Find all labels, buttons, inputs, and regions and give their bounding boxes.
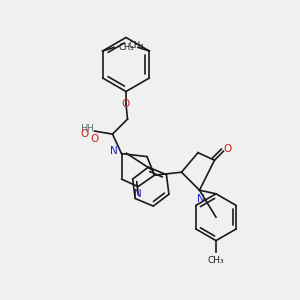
Text: CH₃: CH₃	[129, 40, 144, 50]
Text: O: O	[122, 99, 130, 110]
Text: H: H	[86, 124, 93, 133]
Text: N: N	[110, 146, 118, 156]
Text: O: O	[223, 144, 231, 154]
Text: O: O	[90, 134, 99, 143]
Text: N: N	[197, 194, 205, 204]
Text: O: O	[81, 129, 89, 139]
Text: H: H	[81, 124, 88, 134]
Text: N: N	[134, 189, 142, 199]
Text: CH₃: CH₃	[118, 43, 134, 52]
Text: CH₃: CH₃	[208, 256, 224, 265]
